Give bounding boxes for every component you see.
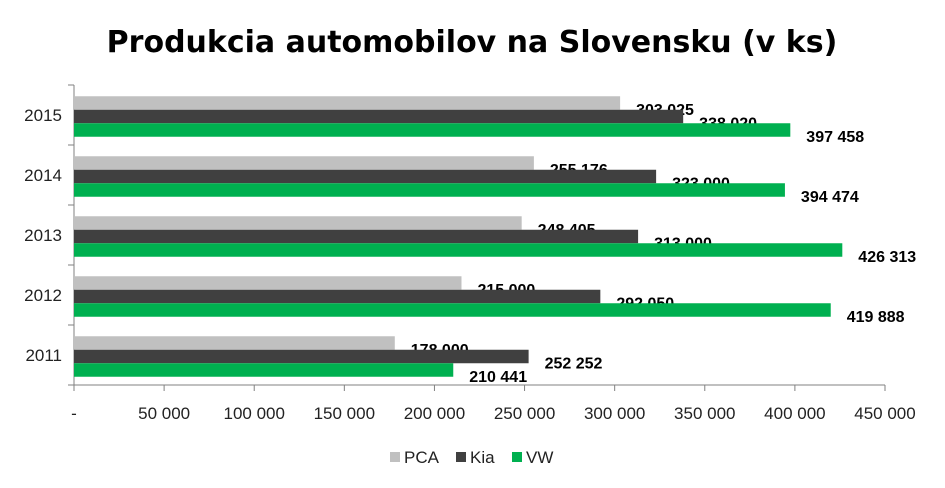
- bar-pca: [74, 96, 621, 110]
- bar-vw: [74, 123, 791, 137]
- bar-pca: [74, 156, 534, 170]
- x-tick-label: 200 000: [404, 404, 465, 423]
- legend-label-pca: PCA: [404, 448, 440, 467]
- legend: PCA Kia VW: [390, 448, 553, 467]
- y-tick-label: 2015: [24, 106, 62, 125]
- legend-swatch-kia: [456, 452, 466, 462]
- x-tick-label: -: [71, 404, 77, 423]
- x-tick-label: 150 000: [314, 404, 375, 423]
- chart-title: Produkcia automobilov na Slovensku (v ks…: [107, 25, 838, 60]
- bar-vw: [74, 303, 831, 317]
- bar-kia: [74, 289, 601, 304]
- data-label: 394 474: [801, 189, 859, 206]
- bar-pca: [74, 216, 522, 230]
- legend-label-kia: Kia: [470, 448, 495, 467]
- x-tick-label: 50 000: [138, 404, 190, 423]
- legend-label-vw: VW: [526, 448, 553, 467]
- bar-kia: [74, 229, 639, 244]
- bar-pca: [74, 336, 395, 350]
- plot-area: - 50 000 100 000 150 000 200 000 250 000 300 0…: [24, 84, 916, 423]
- x-tick-label: 450 000: [854, 404, 915, 423]
- y-tick-label: 2012: [24, 286, 62, 305]
- y-tick-label: 2014: [24, 166, 62, 185]
- legend-swatch-vw: [512, 452, 522, 462]
- bar-vw: [74, 183, 785, 197]
- y-tick-label: 2013: [24, 226, 62, 245]
- bar-kia: [74, 109, 684, 124]
- x-tick-label: 300 000: [584, 404, 645, 423]
- bar-kia: [74, 169, 657, 184]
- x-tick-label: 400 000: [764, 404, 825, 423]
- bar-vw: [74, 363, 454, 377]
- data-label: 210 441: [469, 369, 527, 386]
- bar-pca: [74, 276, 462, 290]
- bar-vw: [74, 243, 843, 257]
- x-tick-label: 350 000: [674, 404, 735, 423]
- data-label: 426 313: [858, 249, 916, 266]
- data-label: 397 458: [806, 129, 864, 146]
- x-tick-label: 250 000: [494, 404, 555, 423]
- legend-swatch-pca: [390, 452, 400, 462]
- data-label: 252 252: [545, 356, 603, 373]
- y-tick-label: 2011: [25, 346, 62, 365]
- bar-kia: [74, 349, 529, 364]
- x-tick-label: 100 000: [223, 404, 284, 423]
- data-label: 419 888: [847, 309, 905, 326]
